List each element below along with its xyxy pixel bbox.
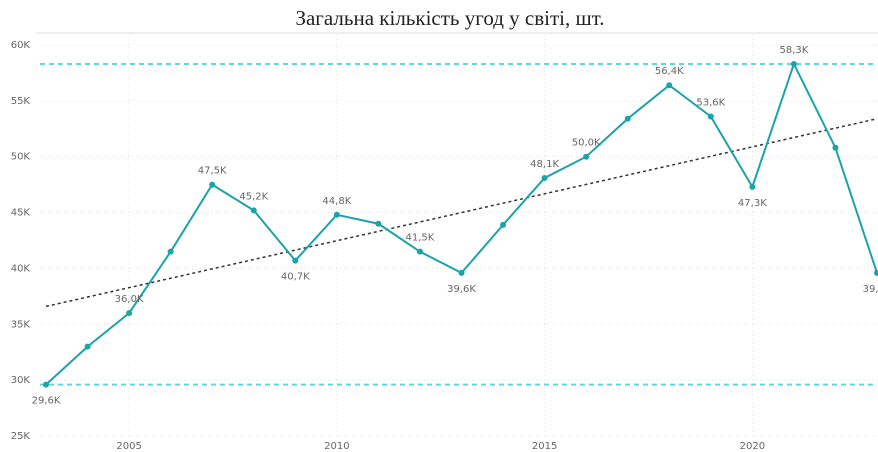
data-point (43, 381, 49, 388)
data-label: 58,3K (779, 45, 808, 56)
data-point (126, 310, 133, 317)
data-label: 45,2K (239, 191, 268, 202)
data-label: 56,4K (655, 66, 684, 77)
data-point (541, 174, 548, 181)
data-point (832, 144, 839, 151)
x-tick-label: 2015 (532, 441, 557, 452)
data-label: 41,5K (406, 233, 435, 244)
data-label: 47,5K (198, 166, 227, 177)
y-tick-label: 60K (11, 40, 31, 51)
data-label: 47,3K (738, 198, 767, 209)
data-point (84, 343, 91, 350)
y-tick-label: 50K (11, 152, 31, 163)
y-tick-label: 30K (11, 375, 31, 386)
data-point (292, 257, 299, 264)
x-tick-label: 2005 (116, 441, 141, 452)
data-label: 36,0K (115, 294, 144, 305)
data-label: 29,6K (32, 396, 61, 407)
data-line (45, 61, 878, 386)
y-tick-label: 25K (11, 431, 31, 442)
y-tick-label: 45K (11, 208, 31, 219)
data-label: 53,6K (696, 97, 725, 108)
data-point (458, 269, 465, 276)
data-point (707, 113, 714, 120)
data-label: 48,1K (530, 159, 559, 170)
y-tick-label: 55K (11, 96, 31, 107)
data-label: 39,6K (447, 284, 476, 295)
data-point (749, 183, 756, 190)
chart-title: Загальна кількість угод у світі, шт. (295, 6, 604, 30)
data-point (624, 115, 631, 122)
x-tick-label: 2010 (324, 441, 349, 452)
x-tick-label: 2020 (740, 441, 765, 452)
data-label: 50,0K (572, 138, 601, 149)
data-label: 40,7K (281, 272, 310, 283)
data-label: 39,6K (863, 284, 878, 295)
data-point (874, 269, 878, 276)
data-point (666, 82, 673, 89)
data-point (500, 221, 507, 228)
y-tick-label: 35K (11, 319, 31, 330)
data-point (790, 60, 797, 67)
data-point (209, 181, 216, 188)
data-point (583, 153, 590, 160)
data-point (333, 211, 340, 218)
data-point (167, 248, 174, 255)
data-point (250, 207, 257, 214)
data-point (375, 220, 382, 227)
trend-line (45, 117, 878, 308)
data-point (416, 248, 423, 255)
y-tick-label: 40K (11, 263, 31, 274)
data-label: 44,8K (322, 196, 351, 207)
